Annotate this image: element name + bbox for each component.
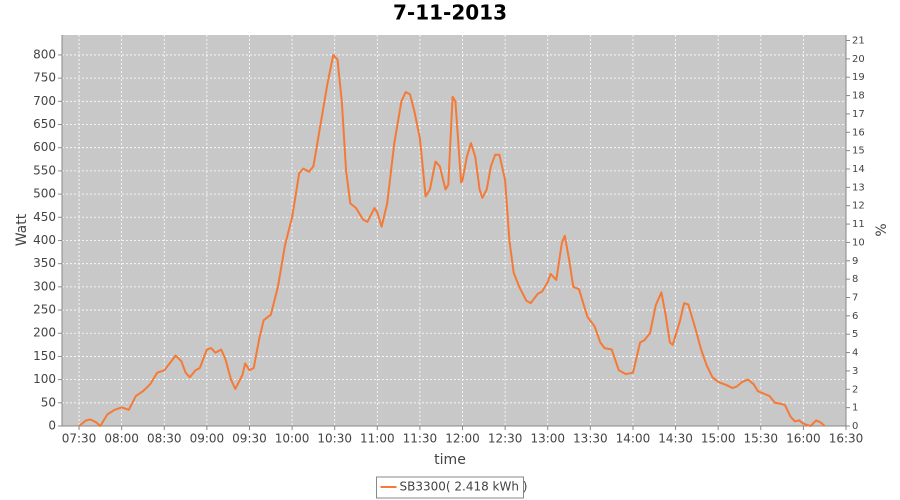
y2-tick-label: 4 xyxy=(852,348,858,359)
x-tick-label: 14:00 xyxy=(616,432,651,446)
y-tick-label: 100 xyxy=(33,372,56,386)
y-tick-label: 450 xyxy=(33,210,56,224)
y-tick-label: 400 xyxy=(33,233,56,247)
y2-tick-label: 17 xyxy=(852,109,865,120)
x-tick-label: 08:00 xyxy=(104,432,139,446)
y-tick-label: 300 xyxy=(33,279,56,293)
y-axis-label: Watt xyxy=(14,213,30,246)
y-tick-label: 350 xyxy=(33,256,56,270)
series-line xyxy=(78,53,826,427)
plot-area xyxy=(62,35,846,426)
y2-tick-label: 10 xyxy=(852,237,865,248)
x-tick-label: 12:30 xyxy=(488,432,523,446)
y-tick-label: 200 xyxy=(33,326,56,340)
y2-tick-label: 5 xyxy=(852,329,858,340)
y2-tick-label: 0 xyxy=(852,421,858,432)
x-tick-label: 09:00 xyxy=(190,432,225,446)
y2-tick-label: 15 xyxy=(852,146,865,157)
y2-tick-label: 1 xyxy=(852,403,858,414)
x-tick-label: 07:30 xyxy=(62,432,97,446)
x-tick-label: 14:30 xyxy=(658,432,693,446)
x-tick-label: 10:30 xyxy=(317,432,352,446)
y2-tick-label: 19 xyxy=(852,72,865,83)
x-tick-label: 09:30 xyxy=(232,432,267,446)
y-tick-label: 650 xyxy=(33,117,56,131)
y2-tick-label: 9 xyxy=(852,256,858,267)
y2-tick-label: 3 xyxy=(852,366,858,377)
y2-tick-label: 12 xyxy=(852,201,865,212)
y-tick-label: 700 xyxy=(33,94,56,108)
y2-tick-label: 13 xyxy=(852,182,865,193)
y2-tick-label: 2 xyxy=(852,384,858,395)
y2-tick-label: 14 xyxy=(852,164,865,175)
y2-tick-label: 11 xyxy=(852,219,865,230)
y-tick-label: 550 xyxy=(33,163,56,177)
y2-tick-label: 20 xyxy=(852,54,865,65)
legend-box xyxy=(376,476,524,499)
x-tick-label: 16:00 xyxy=(786,432,821,446)
y-tick-label: 750 xyxy=(33,71,56,85)
x-tick-label: 08:30 xyxy=(147,432,182,446)
x-tick-label: 12:00 xyxy=(445,432,480,446)
y-tick-label: 0 xyxy=(48,419,56,433)
y2-tick-label: 6 xyxy=(852,311,858,322)
x-tick-label: 13:30 xyxy=(573,432,608,446)
y2-tick-label: 8 xyxy=(852,274,858,285)
x-tick-label: 15:30 xyxy=(743,432,778,446)
y2-tick-label: 16 xyxy=(852,127,865,138)
x-tick-label: 13:00 xyxy=(530,432,565,446)
y2-tick-label: 21 xyxy=(852,36,865,47)
y-tick-label: 150 xyxy=(33,349,56,363)
y2-tick-label: 18 xyxy=(852,91,865,102)
x-tick-label: 16:30 xyxy=(829,432,864,446)
y2-axis-label: % xyxy=(874,223,890,236)
x-tick-label: 11:00 xyxy=(360,432,395,446)
y2-tick-label: 7 xyxy=(852,293,858,304)
x-tick-label: 10:00 xyxy=(275,432,310,446)
x-axis-label: time xyxy=(434,452,466,468)
y-tick-label: 50 xyxy=(41,395,56,409)
y-tick-label: 500 xyxy=(33,187,56,201)
y-tick-label: 600 xyxy=(33,140,56,154)
y-tick-label: 800 xyxy=(33,47,56,61)
x-tick-label: 15:00 xyxy=(701,432,736,446)
legend-label: SB3300( 2.418 kWh ) xyxy=(400,480,528,494)
x-tick-label: 11:30 xyxy=(403,432,438,446)
chart-title: 7-11-2013 xyxy=(393,1,507,25)
y-tick-label: 250 xyxy=(33,303,56,317)
